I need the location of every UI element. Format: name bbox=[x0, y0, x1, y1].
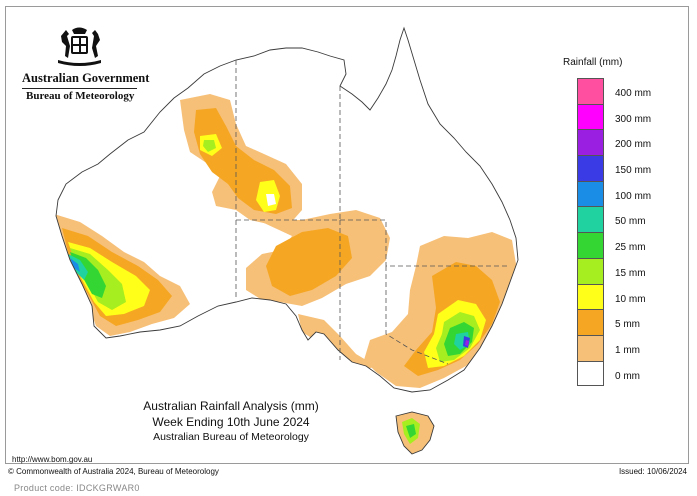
mainland-coastline bbox=[55, 26, 519, 393]
legend-label: 100 mm bbox=[615, 190, 652, 202]
tasmania-rain-center bbox=[406, 424, 416, 438]
legend-swatch bbox=[577, 283, 604, 310]
rain-zone-coastal-south bbox=[298, 314, 376, 372]
rain-zone-dry-central bbox=[266, 194, 276, 206]
legend-swatch bbox=[577, 232, 604, 258]
legend-swatch bbox=[577, 257, 604, 284]
legend-label: 150 mm bbox=[615, 165, 652, 177]
legend-label: 5 mm bbox=[615, 319, 640, 331]
state-borders bbox=[235, 60, 510, 365]
legend-label: 50 mm bbox=[615, 216, 646, 228]
australian-government-logo: Australian Government Bureau of Meteorol… bbox=[22, 26, 149, 104]
legend-label: 300 mm bbox=[615, 113, 652, 125]
legend-swatch bbox=[577, 334, 604, 361]
government-name: Australian Government bbox=[22, 71, 150, 85]
legend-label: 1 mm bbox=[615, 344, 640, 356]
legend-label: 25 mm bbox=[615, 242, 646, 254]
coat-of-arms-icon bbox=[58, 27, 101, 66]
rain-zone-150mm-southwest bbox=[70, 258, 80, 272]
legend-swatch bbox=[577, 309, 604, 335]
legend-swatch bbox=[577, 78, 604, 104]
rain-zone-5mm-central bbox=[266, 228, 352, 296]
rain-zone-300mm-southeast bbox=[465, 340, 469, 346]
map-caption: Australian Rainfall Analysis (mm) Week E… bbox=[118, 398, 344, 444]
legend-title: Rainfall (mm) bbox=[563, 57, 623, 68]
legend-label: 400 mm bbox=[615, 87, 652, 99]
legend-swatch bbox=[577, 155, 604, 181]
legend-label: 200 mm bbox=[615, 139, 652, 151]
rainfall-map bbox=[55, 26, 519, 455]
legend-swatch bbox=[577, 180, 604, 207]
bom-url[interactable]: http://www.bom.gov.au bbox=[12, 455, 93, 464]
legend-swatch bbox=[577, 129, 604, 156]
legend-swatch bbox=[577, 206, 604, 233]
footer-bar: © Commonwealth of Australia 2024, Bureau… bbox=[0, 464, 697, 478]
map-period: Week Ending 10th June 2024 bbox=[152, 415, 310, 429]
logo-divider bbox=[22, 88, 137, 89]
agency-name: Bureau of Meteorology bbox=[26, 90, 135, 102]
map-source: Australian Bureau of Meteorology bbox=[153, 431, 309, 443]
issued-date: Issued: 10/06/2024 bbox=[618, 467, 687, 476]
legend-swatch bbox=[577, 360, 604, 387]
product-code: Product code: IDCKGRWAR0 bbox=[14, 483, 140, 493]
legend-label: 0 mm bbox=[615, 370, 640, 382]
legend-label: 10 mm bbox=[615, 293, 646, 305]
legend-color-bar bbox=[577, 78, 604, 387]
map-title: Australian Rainfall Analysis (mm) bbox=[143, 399, 319, 413]
legend-label: 15 mm bbox=[615, 267, 646, 279]
copyright-text: © Commonwealth of Australia 2024, Bureau… bbox=[8, 467, 219, 476]
legend-swatch bbox=[577, 103, 604, 130]
rain-zone-25mm-north bbox=[203, 140, 216, 152]
